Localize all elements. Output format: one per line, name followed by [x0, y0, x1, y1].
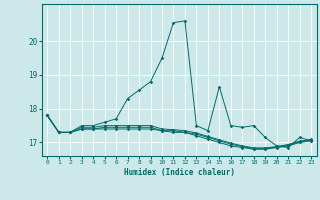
X-axis label: Humidex (Indice chaleur): Humidex (Indice chaleur) — [124, 168, 235, 177]
